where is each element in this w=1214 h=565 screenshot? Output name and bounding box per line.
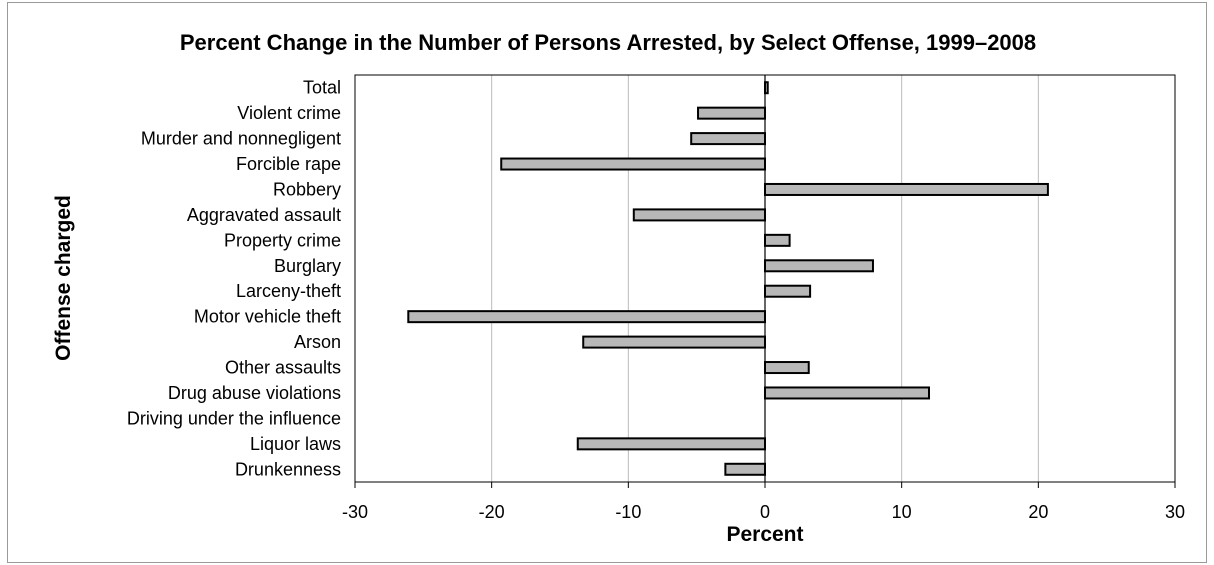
y-axis-title: Offense charged bbox=[52, 195, 75, 361]
category-label: Property crime bbox=[224, 230, 341, 250]
category-label: Arson bbox=[294, 332, 341, 352]
bar bbox=[764, 233, 791, 247]
x-tick-label: 0 bbox=[760, 502, 770, 522]
x-tick-label: 10 bbox=[892, 502, 912, 522]
category-label: Violent crime bbox=[237, 103, 341, 123]
category-labels: Total Violent crime Murder and nonnegligen… bbox=[127, 78, 341, 480]
bar bbox=[690, 132, 767, 146]
category-label: Aggravated assault bbox=[187, 205, 341, 225]
bar bbox=[764, 182, 1049, 196]
category-label: Other assaults bbox=[225, 358, 341, 378]
bar bbox=[407, 310, 766, 324]
category-label: Liquor laws bbox=[250, 434, 341, 454]
category-label: Total bbox=[303, 78, 341, 98]
bar bbox=[582, 335, 766, 349]
bar bbox=[764, 386, 930, 400]
chart-frame bbox=[7, 2, 1207, 563]
category-label: Larceny-theft bbox=[236, 281, 341, 301]
x-tick-labels: -30 -20 -10 0 10 20 30 bbox=[342, 482, 1185, 522]
bar bbox=[764, 259, 874, 273]
x-tick-label: 20 bbox=[1028, 502, 1048, 522]
bar bbox=[764, 284, 812, 298]
category-label: Drunkenness bbox=[235, 459, 341, 479]
bar bbox=[576, 437, 766, 451]
x-axis-title: Percent bbox=[726, 523, 803, 546]
bar bbox=[764, 81, 769, 95]
plot-area bbox=[354, 74, 1176, 483]
category-label: Robbery bbox=[273, 179, 341, 199]
bars bbox=[407, 81, 1049, 476]
bar bbox=[764, 361, 810, 375]
category-label: Burglary bbox=[274, 256, 341, 276]
chart-title: Percent Change in the Number of Persons … bbox=[180, 30, 1036, 55]
category-label: Forcible rape bbox=[236, 154, 341, 174]
bar bbox=[697, 106, 766, 120]
bar bbox=[632, 208, 766, 222]
bar bbox=[724, 462, 766, 476]
x-tick-label: -20 bbox=[479, 502, 505, 522]
x-tick-label: -30 bbox=[342, 502, 368, 522]
category-label: Murder and nonnegligent bbox=[141, 129, 341, 149]
category-label: Driving under the influence bbox=[127, 408, 341, 428]
x-tick-label: -10 bbox=[615, 502, 641, 522]
x-tick-label: 30 bbox=[1165, 502, 1185, 522]
category-label: Motor vehicle theft bbox=[194, 307, 341, 327]
bar bbox=[500, 157, 766, 171]
category-label: Drug abuse violations bbox=[168, 383, 341, 403]
